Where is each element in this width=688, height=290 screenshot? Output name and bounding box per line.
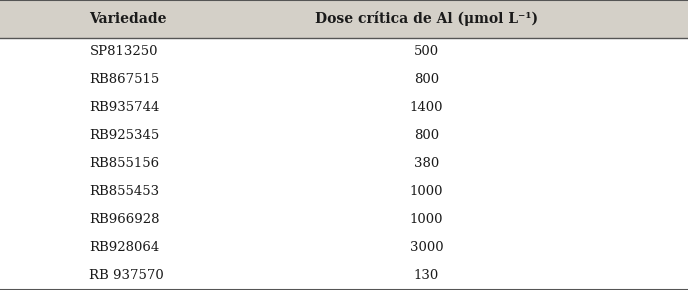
Text: Variedade: Variedade: [89, 12, 167, 26]
Text: RB935744: RB935744: [89, 101, 160, 114]
Text: 1000: 1000: [410, 213, 443, 226]
Text: RB925345: RB925345: [89, 129, 160, 142]
Text: RB 937570: RB 937570: [89, 269, 164, 282]
Text: 1400: 1400: [410, 101, 443, 114]
Text: RB867515: RB867515: [89, 73, 160, 86]
Text: 380: 380: [414, 157, 439, 170]
Text: RB855453: RB855453: [89, 185, 160, 198]
Bar: [0, 0, 688, 38]
Text: 3000: 3000: [410, 242, 443, 254]
Text: RB966928: RB966928: [89, 213, 160, 226]
Text: 800: 800: [414, 73, 439, 86]
Text: RB855156: RB855156: [89, 157, 160, 170]
Text: 800: 800: [414, 129, 439, 142]
Text: Dose crítica de Al (μmol L⁻¹): Dose crítica de Al (μmol L⁻¹): [315, 11, 538, 26]
Text: 500: 500: [414, 45, 439, 58]
Text: RB928064: RB928064: [89, 242, 160, 254]
Text: SP813250: SP813250: [89, 45, 158, 58]
Text: 1000: 1000: [410, 185, 443, 198]
Text: 130: 130: [414, 269, 439, 282]
